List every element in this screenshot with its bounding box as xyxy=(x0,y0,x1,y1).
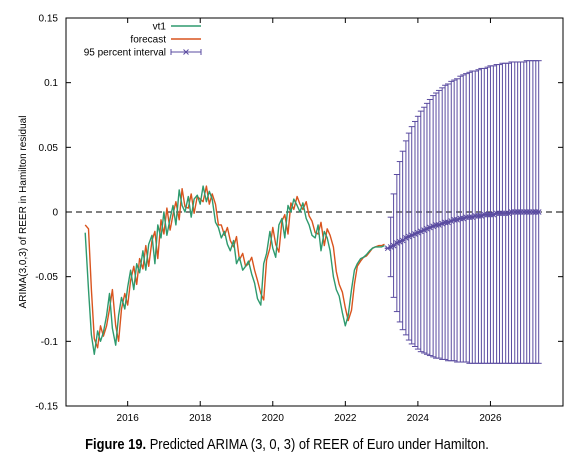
y-tick-label: 0.05 xyxy=(39,143,59,154)
figure-caption-text: Predicted ARIMA (3, 0, 3) of REER of Eur… xyxy=(146,436,489,453)
interval-point xyxy=(535,209,542,215)
legend: vt1 forecast 95 percent interval xyxy=(84,22,202,59)
x-tick-label: 2024 xyxy=(407,413,430,424)
series-vt1-line xyxy=(84,185,385,355)
x-tick-label: 2020 xyxy=(262,413,285,424)
legend-swatch-marker xyxy=(183,49,189,55)
y-tick-label: 0.15 xyxy=(39,14,59,25)
y-axis-label: ARIMA(3,0,3) of REER in Hamilton residua… xyxy=(18,116,29,309)
legend-label-forecast: forecast xyxy=(130,35,166,46)
y-tick-label: 0 xyxy=(52,208,58,219)
figure-caption: Figure 19. Predicted ARIMA (3, 0, 3) of … xyxy=(40,436,534,453)
interval-series xyxy=(384,60,542,364)
x-axis: 2016 2018 2020 2022 2024 2026 xyxy=(117,18,502,424)
legend-label-vt1: vt1 xyxy=(153,22,167,33)
y-tick-label: -0.15 xyxy=(35,402,58,413)
y-tick-label: -0.05 xyxy=(35,272,58,283)
x-tick-label: 2018 xyxy=(189,413,212,424)
x-tick-label: 2026 xyxy=(479,413,502,424)
series-layer xyxy=(84,185,385,355)
y-tick-label: 0.1 xyxy=(44,78,58,89)
series-forecast-line xyxy=(84,185,385,349)
x-tick-label: 2016 xyxy=(117,413,140,424)
figure-label: Figure 19. xyxy=(85,436,147,453)
legend-label-interval: 95 percent interval xyxy=(84,48,166,59)
y-tick-label: -0.1 xyxy=(41,337,59,348)
legend-swatch-interval xyxy=(170,49,202,55)
y-axis: -0.15 -0.1 -0.05 0 0.05 0.1 0.15 xyxy=(35,14,563,413)
x-tick-label: 2022 xyxy=(334,413,357,424)
